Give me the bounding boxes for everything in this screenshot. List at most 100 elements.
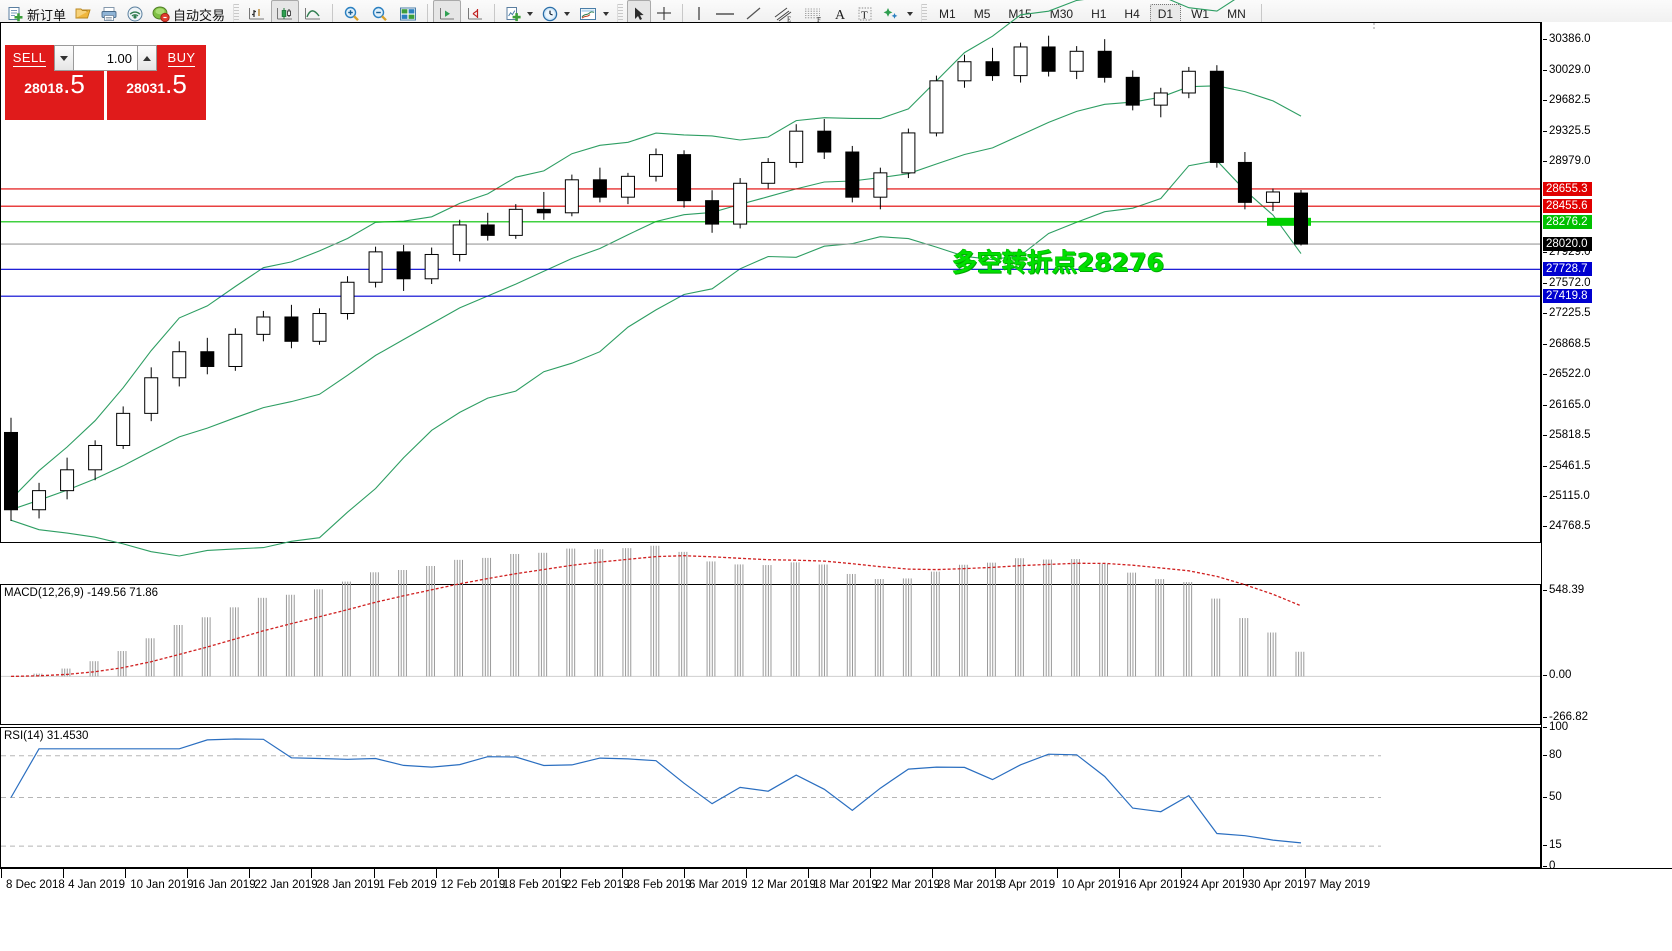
rsi-pane[interactable]: [0, 727, 1541, 868]
toolbar-separator-3: [494, 4, 496, 24]
timeframe-m30[interactable]: M30: [1049, 7, 1074, 21]
volume-increase-button[interactable]: [137, 45, 157, 71]
zoom-in-button[interactable]: [338, 0, 366, 28]
timeframe-h4[interactable]: H4: [1124, 7, 1140, 21]
tick-mark: [1543, 69, 1547, 71]
add-indicator-button[interactable]: [500, 0, 537, 28]
tick-mark: [1543, 251, 1547, 253]
tick-mark: [1543, 435, 1547, 437]
volume-input[interactable]: 1.00: [74, 45, 137, 71]
price-chart-pane[interactable]: [0, 0, 1541, 557]
timeframe-m1[interactable]: M1: [939, 7, 956, 21]
rsi-tick: 0: [1543, 860, 1555, 872]
buy-button[interactable]: BUY: [157, 45, 206, 71]
tick-mark: [1242, 869, 1244, 878]
templates-button[interactable]: [574, 0, 613, 28]
axis-border: [1541, 22, 1542, 868]
date-tick: 22 Jan 2019: [249, 869, 318, 891]
zoom-out-button[interactable]: [366, 0, 394, 28]
crosshair-button[interactable]: [651, 0, 677, 28]
macd-chart-svg: [1, 545, 1540, 678]
vline-icon: [692, 5, 706, 23]
resistance-level-badge-1[interactable]: 28655.3: [1543, 181, 1592, 196]
tile-windows-button[interactable]: [394, 0, 422, 28]
macd-tick: 0.00: [1543, 669, 1571, 681]
tick-mark: [497, 869, 499, 878]
tick-mark: [1, 869, 2, 878]
timeframe-m5[interactable]: M5: [973, 7, 991, 21]
objects-button[interactable]: [878, 0, 917, 28]
tick-mark: [1543, 496, 1547, 498]
date-tick: 30 Apr 2019: [1242, 869, 1310, 891]
last-price-badge[interactable]: 28020.0: [1543, 237, 1592, 252]
date-tick: 22 Mar 2019: [870, 869, 940, 891]
buy-price-decimal: .5: [165, 69, 187, 99]
price-chart-svg: [1, 0, 1540, 557]
date-tick: 12 Feb 2019: [435, 869, 505, 891]
volume-decrease-button[interactable]: [54, 45, 74, 71]
new-order-button[interactable]: 新订单: [2, 0, 70, 28]
period-caret-icon[interactable]: [564, 12, 571, 16]
timeframe-h1[interactable]: H1: [1091, 7, 1107, 21]
sell-button[interactable]: SELL: [5, 45, 54, 71]
support-level-badge-1[interactable]: 27728.7: [1543, 262, 1592, 277]
vline-button[interactable]: [688, 0, 710, 28]
signal-button[interactable]: [122, 0, 148, 28]
timeframe-m15[interactable]: M15: [1008, 7, 1032, 21]
toolbar-separator-4: [682, 4, 684, 24]
toolbar-grip-3[interactable]: [921, 4, 928, 24]
sell-price-decimal: .5: [63, 69, 85, 99]
timeframe-w1[interactable]: W1: [1191, 7, 1210, 21]
date-tick: 28 Jan 2019: [311, 869, 380, 891]
toolbar-grip-2[interactable]: [617, 4, 624, 24]
zoom-out-icon: [370, 5, 390, 23]
tick-mark: [870, 869, 872, 878]
support-level-badge-2[interactable]: 27419.8: [1543, 289, 1592, 304]
text-button[interactable]: A: [828, 0, 852, 28]
price-divider: [104, 71, 107, 120]
timeframe-mn[interactable]: MN: [1227, 7, 1246, 21]
price-tick: 29325.5: [1543, 125, 1591, 137]
add-indicator-caret-icon[interactable]: [527, 12, 534, 16]
shift-end-button[interactable]: [461, 0, 489, 28]
resistance-level-badge-2[interactable]: 28455.6: [1543, 199, 1592, 214]
equidistant-channel-button[interactable]: E: [768, 0, 798, 28]
text-icon: A: [832, 5, 848, 23]
hline-button[interactable]: [710, 0, 740, 28]
date-tick: 10 Jan 2019: [125, 869, 194, 891]
templates-caret-icon[interactable]: [603, 12, 610, 16]
line-chart-button[interactable]: [299, 0, 327, 28]
price-tick: 25115.0: [1543, 490, 1590, 502]
rsi-chart-svg: [1, 738, 1381, 847]
label-button[interactable]: T: [852, 0, 878, 28]
date-axis[interactable]: 8 Dec 2018 4 Jan 2019 10 Jan 2019 16 Jan 20…: [0, 868, 1672, 951]
autotrade-button[interactable]: 自动交易: [148, 0, 229, 28]
tick-mark: [994, 869, 996, 878]
objects-caret-icon[interactable]: [907, 12, 914, 16]
bar-chart-button[interactable]: [243, 0, 271, 28]
price-tick: 30029.0: [1543, 64, 1591, 76]
toolbar-grip-1[interactable]: [233, 4, 240, 24]
macd-pane[interactable]: [0, 545, 1541, 725]
pivot-level-badge[interactable]: 28276.2: [1543, 214, 1592, 229]
value-axis[interactable]: 30386.030029.029682.529325.528979.028628…: [1541, 22, 1672, 872]
period-button[interactable]: [537, 0, 574, 28]
candlestick-chart-icon: [275, 5, 295, 23]
shift-start-icon: [437, 5, 457, 23]
tick-mark: [1543, 313, 1547, 315]
price-tick: 24768.5: [1543, 520, 1591, 532]
date-tick: 1 Feb 2019: [373, 869, 437, 891]
fibonacci-button[interactable]: F: [798, 0, 828, 28]
timeframe-d1[interactable]: D1: [1149, 4, 1182, 24]
trendline-button[interactable]: [740, 0, 768, 28]
date-tick: 4 Jan 2019: [63, 869, 125, 891]
chart-annotation-text[interactable]: 多空转折点28276: [952, 248, 1164, 277]
tick-mark: [435, 869, 437, 878]
buy-price-button[interactable]: 28031 .5: [107, 71, 206, 120]
date-tick: 18 Feb 2019: [497, 869, 567, 891]
sell-price-button[interactable]: 28018 .5: [5, 71, 104, 120]
folder-button[interactable]: [70, 0, 96, 28]
tick-mark: [684, 869, 686, 878]
one-click-trading-panel[interactable]: SELL 1.00 BUY 28018 .5 28031 .5: [5, 45, 206, 120]
print-button[interactable]: [96, 0, 122, 28]
